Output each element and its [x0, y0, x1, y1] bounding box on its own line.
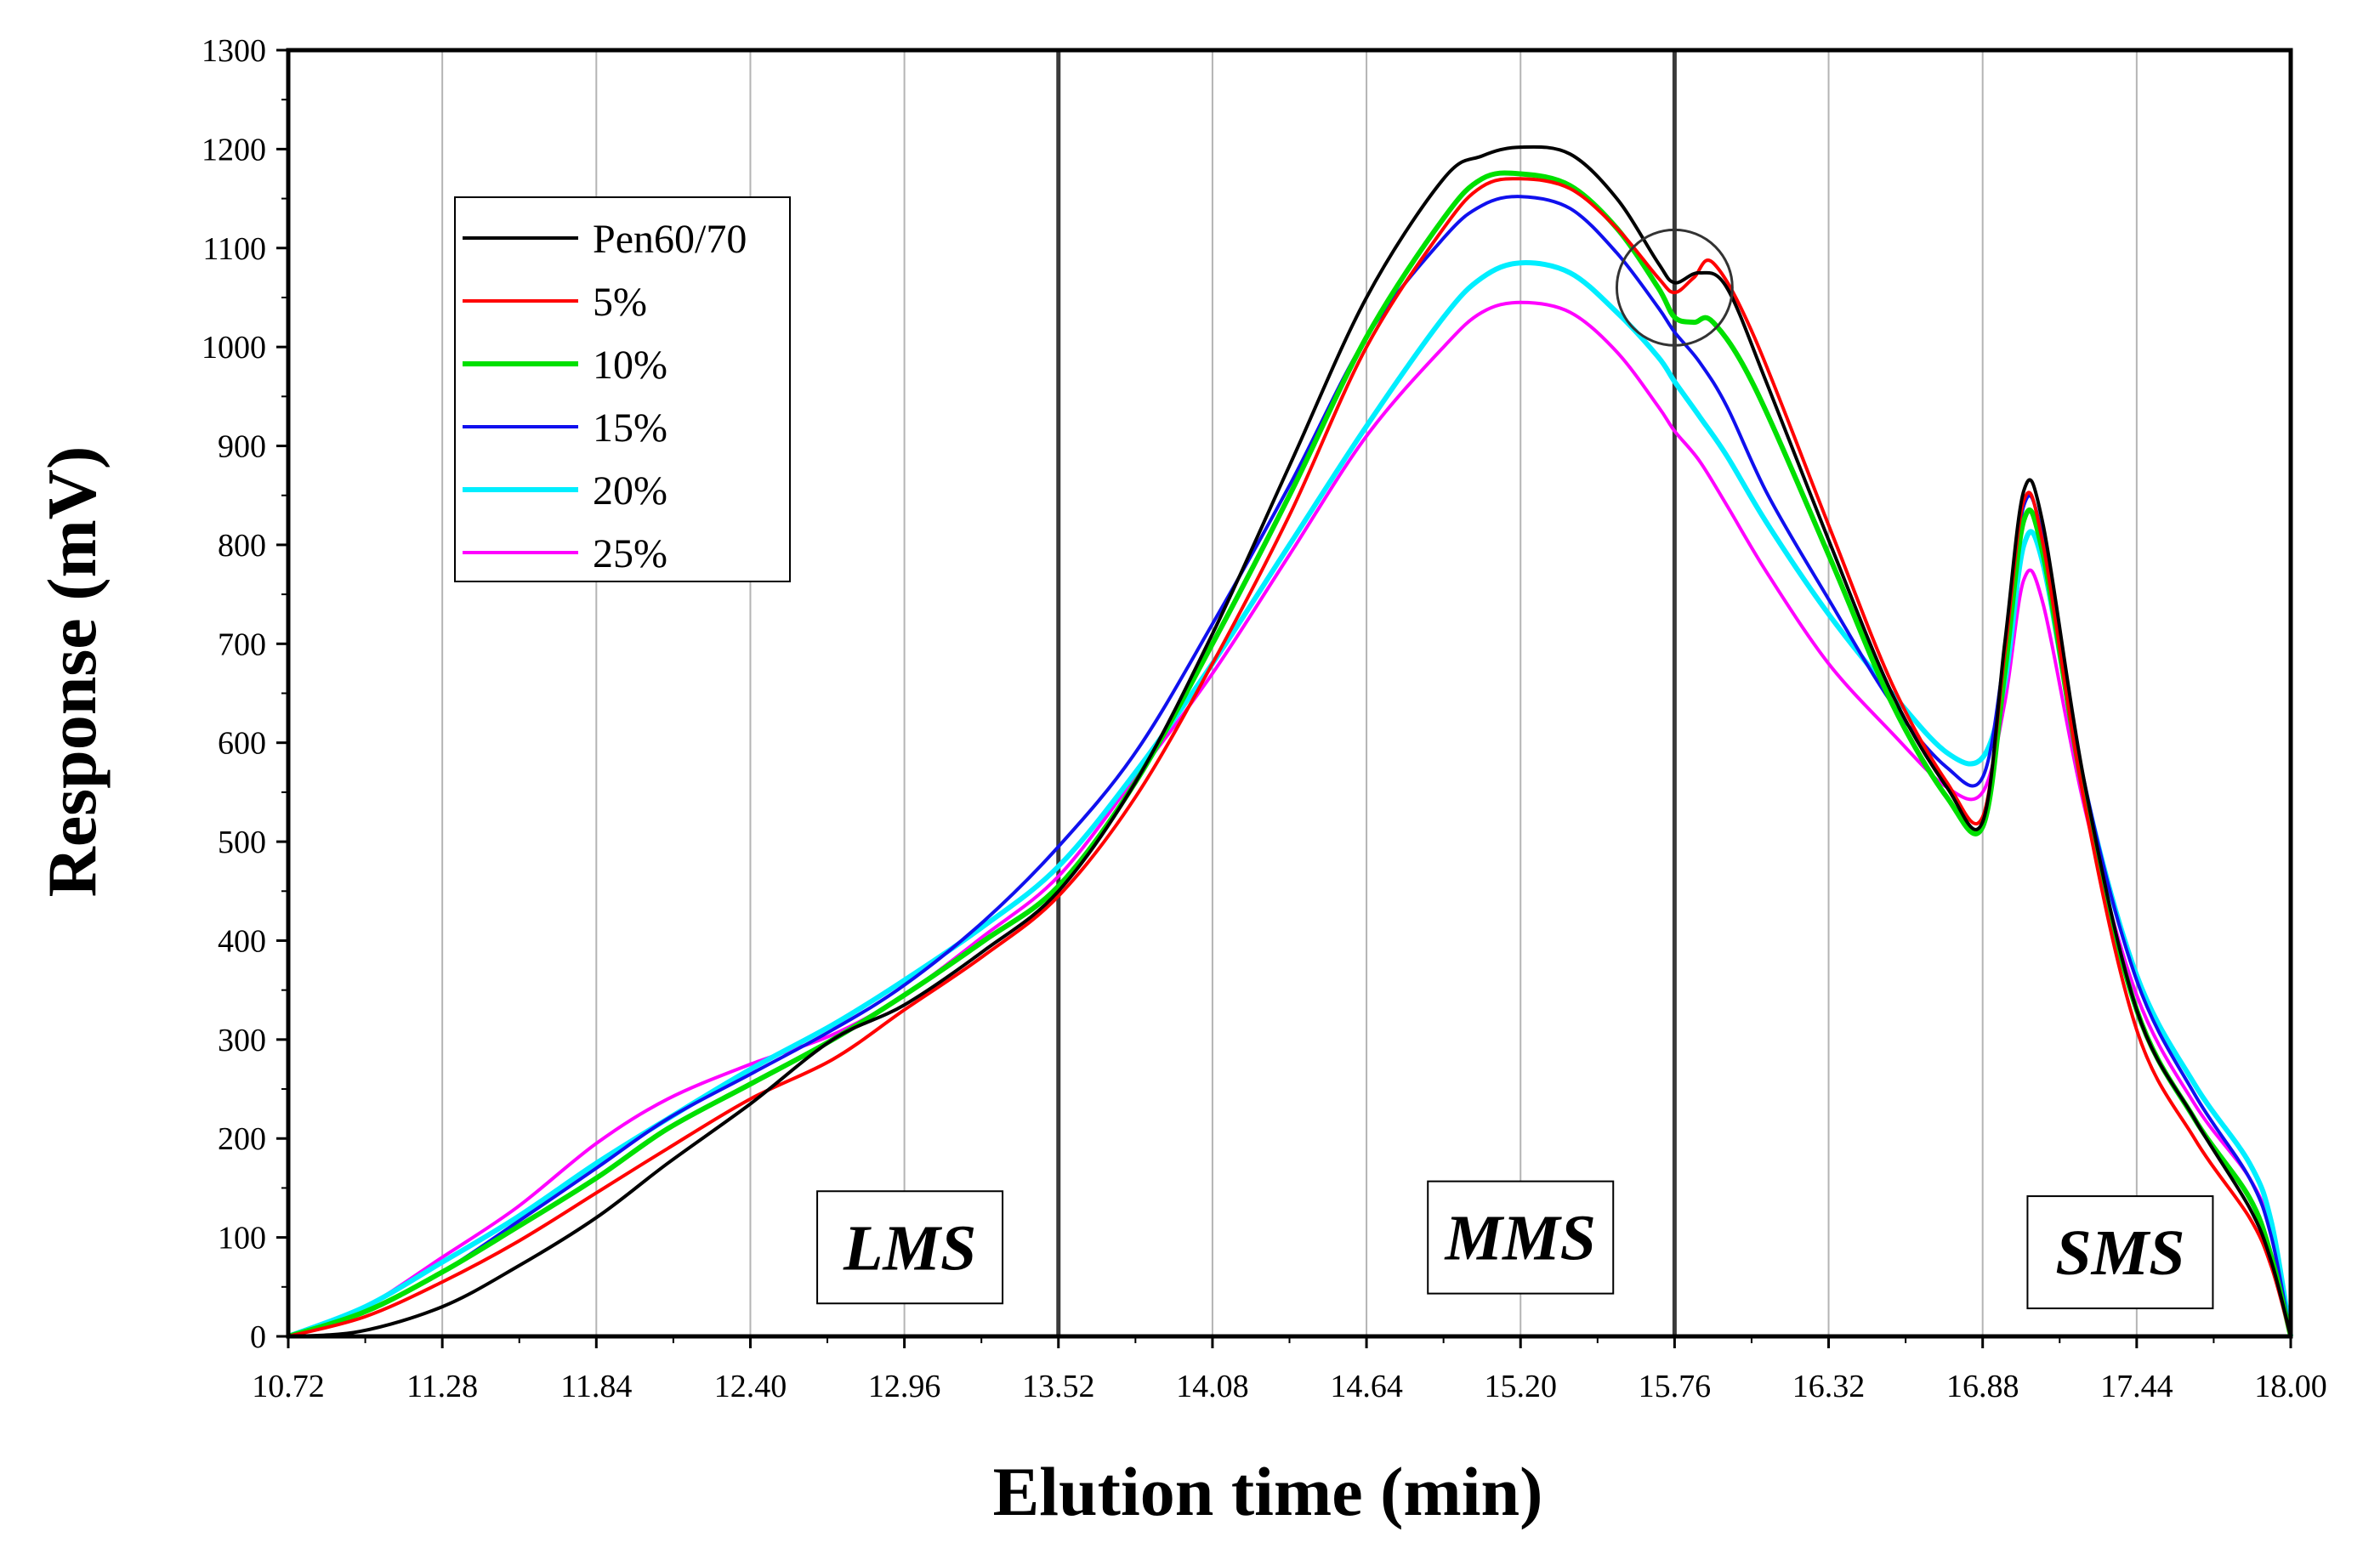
- y-tick-label: 300: [218, 1023, 266, 1058]
- x-tick-label: 15.20: [1484, 1369, 1557, 1404]
- x-tick-label: 17.44: [2100, 1369, 2173, 1404]
- axis-ticks: 0 100 200 300 400 500 600 700 800 900 1000 1100 1200…: [202, 33, 2327, 1404]
- y-tick-label: 0: [250, 1319, 266, 1355]
- legend: Pen60/70 5% 10% 15% 20% 25%: [454, 196, 791, 582]
- x-tick-label: 16.88: [1946, 1369, 2019, 1404]
- y-tick-label: 700: [218, 627, 266, 662]
- region-label-box: [816, 1190, 1004, 1305]
- y-tick-label: 1100: [202, 231, 266, 267]
- x-tick-label: 11.84: [560, 1369, 632, 1404]
- x-tick-label: 18.00: [2254, 1369, 2327, 1404]
- x-tick-label: 10.72: [252, 1369, 325, 1404]
- highlight-circle-layer: [1615, 228, 1734, 347]
- region-label-box: [2026, 1195, 2214, 1310]
- legend-label: 20%: [593, 468, 667, 513]
- y-tick-label: 400: [218, 923, 266, 959]
- y-tick-label: 1200: [202, 132, 266, 167]
- y-tick-label: 1300: [202, 33, 266, 69]
- region-label-LMS: LMS: [843, 1212, 976, 1284]
- legend-label: 5%: [593, 280, 647, 325]
- x-tick-label: 12.40: [714, 1369, 787, 1404]
- y-tick-label: 500: [218, 825, 266, 860]
- legend-label: 10%: [593, 343, 667, 388]
- series-line-5%: [287, 177, 2292, 1338]
- x-tick-label: 13.52: [1022, 1369, 1095, 1404]
- series-lines: [287, 145, 2293, 1339]
- legend-label: 25%: [593, 531, 667, 576]
- x-tick-label: 11.28: [406, 1369, 478, 1404]
- y-tick-label: 100: [218, 1221, 266, 1256]
- legend-box: [454, 196, 791, 582]
- highlight-circle: [1615, 228, 1734, 347]
- y-tick-label: 600: [218, 726, 266, 762]
- x-tick-label: 16.32: [1792, 1369, 1866, 1404]
- region-label-box: [1427, 1180, 1615, 1295]
- legend-label: Pen60/70: [593, 217, 747, 262]
- y-tick-label: 1000: [202, 330, 266, 366]
- region-labels: LMS MMS SMS: [816, 1180, 2214, 1310]
- y-tick-label: 200: [218, 1121, 266, 1157]
- x-tick-label: 14.64: [1330, 1369, 1403, 1404]
- x-axis-title: Elution time (min): [993, 1453, 1543, 1530]
- x-tick-label: 12.96: [868, 1369, 941, 1404]
- region-label-MMS: MMS: [1445, 1203, 1596, 1274]
- x-tick-label: 15.76: [1639, 1369, 1712, 1404]
- region-dividers: [1056, 50, 1677, 1336]
- x-tick-label: 14.08: [1176, 1369, 1249, 1404]
- region-label-SMS: SMS: [2055, 1217, 2184, 1289]
- y-tick-label: 900: [218, 429, 266, 465]
- legend-label: 15%: [593, 406, 667, 451]
- y-axis-title: Response (mV): [33, 446, 111, 898]
- y-tick-label: 800: [218, 528, 266, 564]
- series-line-Pen60/70: [287, 145, 2292, 1338]
